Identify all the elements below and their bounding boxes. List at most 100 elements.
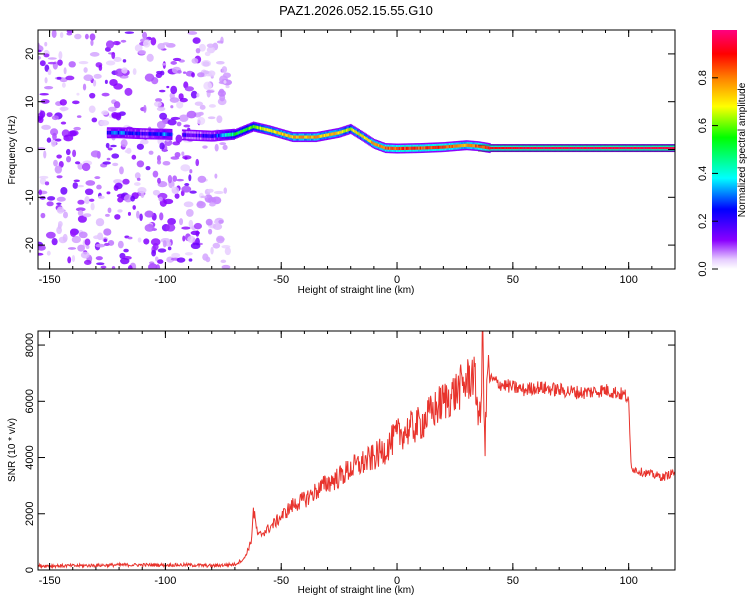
spectrogram-y-tick-label: 20 bbox=[24, 48, 36, 60]
noise-blob bbox=[60, 186, 68, 195]
noise-blob bbox=[179, 218, 184, 226]
noise-blob bbox=[123, 248, 129, 253]
noise-blob bbox=[123, 194, 133, 203]
noise-blob bbox=[183, 124, 191, 128]
ridge-core bbox=[138, 131, 141, 136]
ridge-core bbox=[309, 135, 312, 139]
ridge-core bbox=[312, 135, 315, 139]
noise-blob bbox=[111, 113, 122, 119]
ridge-core bbox=[315, 135, 317, 139]
noise-blob bbox=[147, 263, 158, 269]
noise-blob bbox=[179, 114, 189, 123]
ridge-core bbox=[469, 143, 472, 148]
noise-blob bbox=[47, 69, 52, 76]
spectrogram-y-tick-label: 10 bbox=[24, 96, 36, 108]
ridge-core bbox=[572, 146, 575, 150]
ridge-core bbox=[404, 146, 406, 150]
noise-blob bbox=[44, 41, 48, 47]
ridge-core bbox=[459, 144, 462, 148]
spectrogram-y-tick-label: 0 bbox=[24, 146, 36, 152]
noise-blob bbox=[223, 80, 227, 84]
noise-blob bbox=[83, 67, 88, 73]
noise-blob bbox=[111, 153, 120, 159]
spectrogram-heatmap bbox=[38, 30, 675, 269]
ridge-core bbox=[320, 134, 323, 138]
colorbar-tick-label: 0.8 bbox=[697, 70, 709, 85]
noise-blob bbox=[43, 150, 47, 159]
noise-blob bbox=[46, 137, 52, 143]
noise-blob bbox=[200, 195, 208, 199]
ridge-core bbox=[345, 128, 348, 132]
ridge-core bbox=[109, 130, 112, 135]
ridge-core bbox=[532, 146, 534, 150]
noise-blob bbox=[122, 59, 127, 63]
noise-blob bbox=[127, 265, 133, 269]
noise-blob bbox=[175, 134, 183, 143]
noise-blob bbox=[221, 264, 231, 269]
ridge-core bbox=[498, 146, 501, 150]
noise-blob bbox=[39, 92, 49, 96]
ridge-core bbox=[358, 132, 361, 136]
ridge-core bbox=[311, 135, 313, 139]
noise-blob bbox=[59, 99, 67, 106]
noise-blob bbox=[85, 180, 96, 186]
ridge-core bbox=[231, 132, 234, 137]
ridge-core bbox=[319, 134, 322, 138]
noise-blob bbox=[44, 181, 50, 186]
noise-blob bbox=[196, 92, 200, 98]
ridge-core bbox=[161, 132, 163, 136]
noise-blob bbox=[182, 71, 187, 74]
ridge-core bbox=[197, 133, 199, 138]
noise-blob bbox=[39, 196, 46, 200]
noise-blob bbox=[137, 237, 142, 243]
noise-blob bbox=[207, 188, 214, 193]
ridge-core bbox=[216, 133, 219, 138]
noise-blob bbox=[120, 39, 127, 43]
noise-blob bbox=[187, 235, 196, 243]
noise-blob bbox=[122, 178, 130, 185]
spectrogram-x-label: Height of straight line (km) bbox=[298, 285, 415, 296]
noise-blob bbox=[197, 175, 207, 183]
noise-blob bbox=[83, 74, 94, 82]
noise-blob bbox=[191, 58, 199, 64]
ridge-core bbox=[188, 133, 191, 137]
ridge-core bbox=[262, 127, 265, 131]
ridge-core bbox=[380, 144, 383, 149]
ridge-core bbox=[352, 129, 355, 133]
noise-blob bbox=[223, 187, 228, 194]
ridge-core bbox=[537, 146, 540, 150]
noise-blob bbox=[195, 47, 201, 54]
noise-blob bbox=[189, 190, 197, 194]
ridge-core bbox=[476, 144, 479, 148]
noise-blob bbox=[39, 60, 46, 67]
noise-blob bbox=[134, 172, 141, 179]
snr-y-tick-label: 8000 bbox=[24, 333, 36, 357]
ridge-core bbox=[327, 133, 330, 137]
noise-blob bbox=[44, 77, 48, 84]
ridge-core bbox=[334, 131, 337, 136]
noise-blob bbox=[88, 105, 96, 114]
ridge-core bbox=[546, 146, 548, 150]
ridge-core bbox=[287, 134, 290, 138]
noise-blob bbox=[51, 30, 57, 38]
noise-blob bbox=[52, 132, 57, 141]
ridge-core bbox=[553, 146, 555, 150]
ridge-core bbox=[489, 146, 491, 150]
noise-blob bbox=[121, 67, 128, 74]
ridge-core bbox=[487, 146, 490, 150]
ridge-core bbox=[237, 131, 240, 135]
noise-blob bbox=[150, 238, 161, 246]
ridge-core bbox=[629, 146, 632, 150]
ridge-core bbox=[443, 145, 445, 149]
noise-blob bbox=[54, 165, 63, 174]
ridge-core bbox=[375, 142, 377, 147]
ridge-core bbox=[338, 131, 341, 135]
ridge-core bbox=[133, 131, 135, 136]
ridge-core bbox=[462, 143, 465, 148]
noise-blob bbox=[207, 116, 216, 120]
ridge-core bbox=[479, 144, 481, 149]
noise-blob bbox=[84, 188, 94, 196]
noise-blob bbox=[176, 178, 184, 182]
noise-blob bbox=[74, 161, 81, 165]
